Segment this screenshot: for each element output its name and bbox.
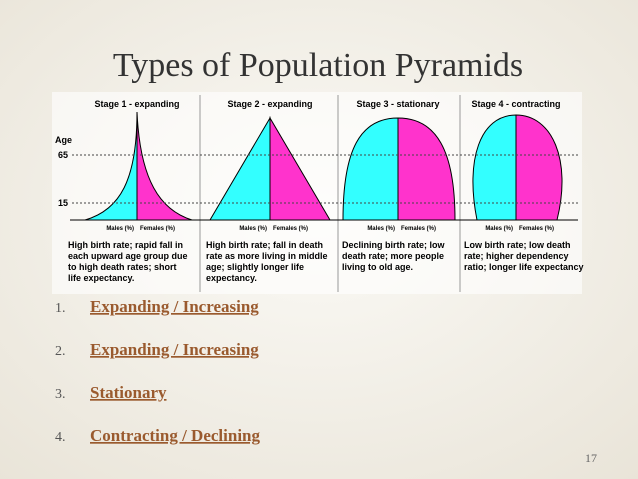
stage-title: Stage 2 - expanding: [227, 99, 312, 109]
list-item: Expanding / Increasing: [90, 340, 259, 359]
diagram: Age 65 15 Stage 1 - expanding Males (%) Fe…: [52, 92, 584, 294]
stage-description: death rate; more people: [342, 251, 444, 261]
stage-description: High birth rate; rapid fall in: [68, 240, 183, 250]
list-number: 3.: [55, 387, 66, 402]
stage-description: age; slightly longer life: [206, 262, 304, 272]
list-item: Contracting / Declining: [90, 426, 260, 445]
stage-description: High birth rate; fall in death: [206, 240, 323, 250]
stage-title: Stage 1 - expanding: [94, 99, 179, 109]
stage-description: rate as more living in middle: [206, 251, 328, 261]
females-label: Females (%): [140, 226, 175, 232]
stage-title: Stage 4 - contracting: [471, 99, 560, 109]
page-number: 17: [585, 451, 597, 465]
females-label: Females (%): [273, 226, 308, 232]
list-item: Expanding / Increasing: [90, 297, 259, 316]
list-number: 2.: [55, 344, 66, 359]
age-mark: 65: [58, 150, 68, 160]
axis-label: Age: [55, 135, 72, 145]
males-label: Males (%): [485, 226, 513, 232]
stages: Stage 1 - expanding Males (%) Females (%) H…: [68, 99, 584, 283]
stage-description: living to old age.: [342, 262, 413, 272]
list-number: 1.: [55, 301, 66, 316]
females-label: Females (%): [519, 226, 554, 232]
males-label: Males (%): [367, 226, 395, 232]
stage-description: Declining birth rate; low: [342, 240, 446, 250]
list-number: 4.: [55, 430, 66, 445]
stage-description: expectancy.: [206, 273, 257, 283]
stage-title: Stage 3 - stationary: [356, 99, 439, 109]
age-mark: 15: [58, 198, 68, 208]
stage-description: rate; higher dependency: [464, 251, 569, 261]
list: 1. Expanding / Increasing 2. Expanding / In…: [55, 297, 260, 445]
stage-description: ratio; longer life expectancy: [464, 262, 584, 272]
stage-description: life expectancy.: [68, 273, 134, 283]
stage-description: each upward age group due: [68, 251, 188, 261]
stage-description: to high death rates; short: [68, 262, 177, 272]
list-item: Stationary: [90, 383, 167, 402]
males-label: Males (%): [106, 226, 134, 232]
males-label: Males (%): [239, 226, 267, 232]
stage-description: Low birth rate; low death: [464, 240, 571, 250]
title: Types of Population Pyramids: [113, 47, 523, 84]
females-label: Females (%): [401, 226, 436, 232]
